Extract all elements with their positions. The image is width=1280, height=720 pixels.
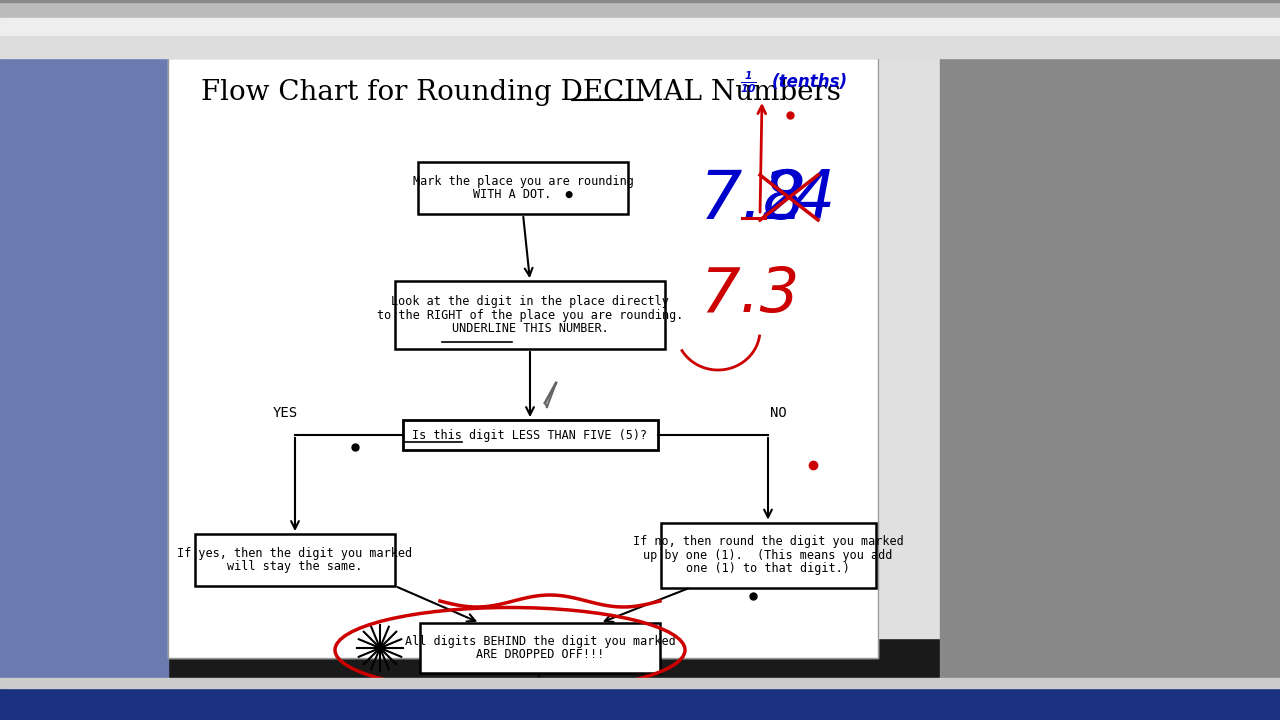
FancyBboxPatch shape: [195, 534, 396, 586]
Bar: [0, 678, 1280, 688]
Text: one (1) to that digit.): one (1) to that digit.): [686, 562, 850, 575]
Text: 7.2: 7.2: [700, 167, 806, 233]
Text: $\mathdefault{\frac{1}{10}}$: $\mathdefault{\frac{1}{10}}$: [740, 69, 756, 95]
Text: Is this digit LESS THAN FIVE (5)?: Is this digit LESS THAN FIVE (5)?: [412, 428, 648, 441]
Bar: [0, 0, 1280, 18]
Text: will stay the same.: will stay the same.: [228, 560, 362, 573]
Text: Flow Chart for Rounding DECIMAL Numbers: Flow Chart for Rounding DECIMAL Numbers: [201, 78, 841, 106]
Bar: [0, 0, 1280, 2]
Text: Mark the place you are rounding: Mark the place you are rounding: [412, 175, 634, 188]
Text: UNDERLINE THIS NUMBER.: UNDERLINE THIS NUMBER.: [452, 322, 608, 335]
Text: 7.3: 7.3: [700, 265, 800, 325]
Bar: [940, 58, 1280, 688]
Bar: [0, 18, 1280, 36]
FancyBboxPatch shape: [396, 281, 666, 349]
FancyBboxPatch shape: [420, 623, 660, 673]
Text: up by one (1).  (This means you add: up by one (1). (This means you add: [644, 549, 892, 562]
Bar: [0, 58, 168, 688]
Text: (tenths): (tenths): [772, 73, 849, 91]
Bar: [168, 58, 878, 658]
Text: NO: NO: [769, 406, 786, 420]
Text: ARE DROPPED OFF!!!: ARE DROPPED OFF!!!: [476, 648, 604, 661]
Text: 4: 4: [794, 167, 836, 233]
Text: If yes, then the digit you marked: If yes, then the digit you marked: [178, 547, 412, 560]
Text: 8: 8: [763, 167, 805, 233]
Bar: [0, 688, 1280, 720]
Text: WITH A DOT.  ●: WITH A DOT. ●: [474, 188, 573, 201]
Bar: [878, 58, 940, 638]
FancyBboxPatch shape: [402, 420, 658, 450]
Text: Look at the digit in the place directly: Look at the digit in the place directly: [392, 295, 669, 308]
FancyBboxPatch shape: [419, 162, 628, 214]
Text: YES: YES: [273, 406, 297, 420]
Text: to the RIGHT of the place you are rounding.: to the RIGHT of the place you are roundi…: [376, 308, 684, 322]
Text: If no, then round the digit you marked: If no, then round the digit you marked: [632, 536, 904, 549]
FancyBboxPatch shape: [660, 523, 876, 588]
Bar: [0, 36, 1280, 58]
Text: All digits BEHIND the digit you marked: All digits BEHIND the digit you marked: [404, 635, 676, 648]
